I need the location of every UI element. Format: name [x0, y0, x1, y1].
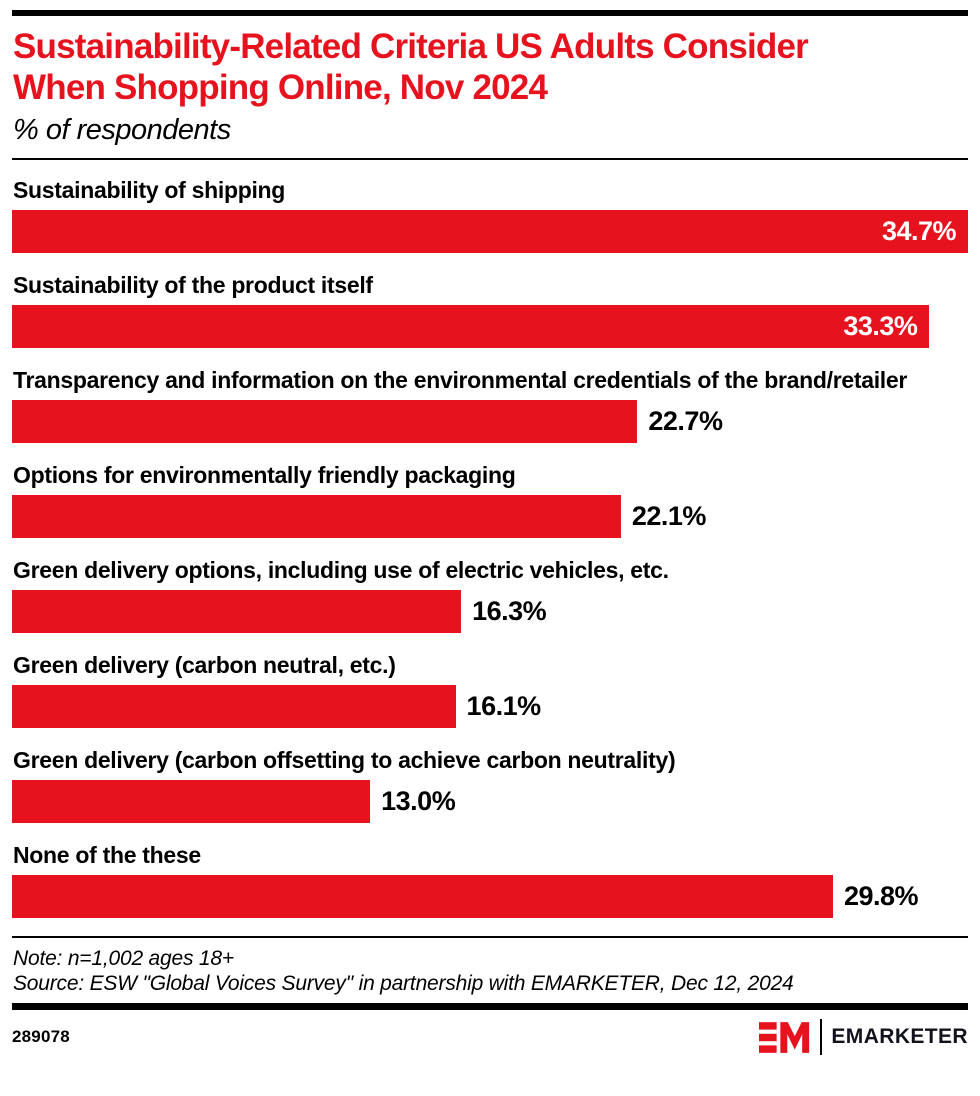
chart-id: 289078 — [12, 1027, 70, 1047]
bar-row: Sustainability of shipping 34.7% — [12, 176, 968, 253]
bar-track: 33.3% — [12, 304, 968, 348]
chart-subtitle: % of respondents — [13, 113, 231, 146]
bar-row: Green delivery (carbon offsetting to ach… — [12, 746, 968, 823]
title-line-1: Sustainability-Related Criteria US Adult… — [13, 27, 809, 66]
title-line-2: When Shopping Online, Nov 2024 — [13, 67, 548, 107]
bar-row: Transparency and information on the envi… — [12, 366, 968, 443]
footer: 289078 EMARKETER — [12, 1018, 968, 1056]
bar-track: 16.3% — [12, 589, 968, 633]
source-text: Source: ESW "Global Voices Survey" in pa… — [13, 972, 794, 996]
category-label: Transparency and information on the envi… — [13, 366, 908, 393]
bar-row: Options for environmentally friendly pac… — [12, 461, 968, 538]
bar — [12, 589, 462, 633]
brand-name: EMARKETER — [831, 1025, 968, 1049]
top-rule — [12, 10, 968, 16]
bar-track: 34.7% — [12, 209, 968, 253]
value-label: 34.7% — [881, 215, 957, 246]
chart-card: Sustainability-Related Criteria US Adult… — [0, 10, 980, 1056]
bar-row: Green delivery (carbon neutral, etc.) 16… — [12, 651, 968, 728]
value-label: 33.3% — [843, 310, 918, 341]
bar: 34.7% — [12, 209, 968, 253]
bar-row: Green delivery options, including use of… — [12, 556, 968, 633]
page-title: Sustainability-Related Criteria US Adult… — [13, 27, 968, 109]
bar — [12, 684, 456, 728]
bar — [12, 875, 833, 919]
footnotes: Note: n=1,002 ages 18+ Source: ESW "Glob… — [12, 946, 968, 996]
header-divider — [12, 157, 968, 160]
bottom-rule — [12, 1003, 968, 1011]
note-text: Note: n=1,002 ages 18+ — [13, 947, 234, 971]
value-label: 22.7% — [648, 405, 723, 436]
category-label: Green delivery (carbon neutral, etc.) — [13, 651, 396, 678]
bar: 33.3% — [12, 304, 930, 348]
bar — [12, 494, 621, 538]
category-label: Sustainability of the product itself — [13, 271, 373, 298]
bar-track: 22.7% — [12, 399, 968, 443]
bar-track: 13.0% — [12, 780, 968, 823]
value-label: 16.1% — [466, 690, 542, 721]
value-label: 29.8% — [844, 881, 919, 912]
bar-chart: Sustainability of shipping 34.7% Sustain… — [12, 160, 968, 919]
bar-row: Sustainability of the product itself 33.… — [12, 271, 968, 348]
emarketer-logo: EMARKETER — [759, 1019, 968, 1056]
category-label: Green delivery (carbon offsetting to ach… — [13, 746, 676, 773]
value-label: 13.0% — [381, 786, 456, 816]
bar-row: None of the these 29.8% — [12, 841, 968, 919]
em-logo-icon — [759, 1022, 810, 1053]
bar — [12, 780, 371, 823]
category-label: Options for environmentally friendly pac… — [13, 461, 516, 488]
logo-divider-icon — [820, 1019, 823, 1056]
category-label: Green delivery options, including use of… — [13, 556, 669, 583]
bar-track: 22.1% — [12, 494, 968, 538]
category-label: Sustainability of shipping — [13, 176, 286, 203]
footnotes-divider — [12, 936, 968, 939]
value-label: 22.1% — [631, 500, 707, 531]
category-label: None of the these — [13, 842, 201, 868]
bar-track: 16.1% — [12, 684, 968, 728]
bar — [12, 399, 638, 443]
value-label: 16.3% — [472, 595, 547, 626]
bar-track: 29.8% — [12, 875, 968, 919]
